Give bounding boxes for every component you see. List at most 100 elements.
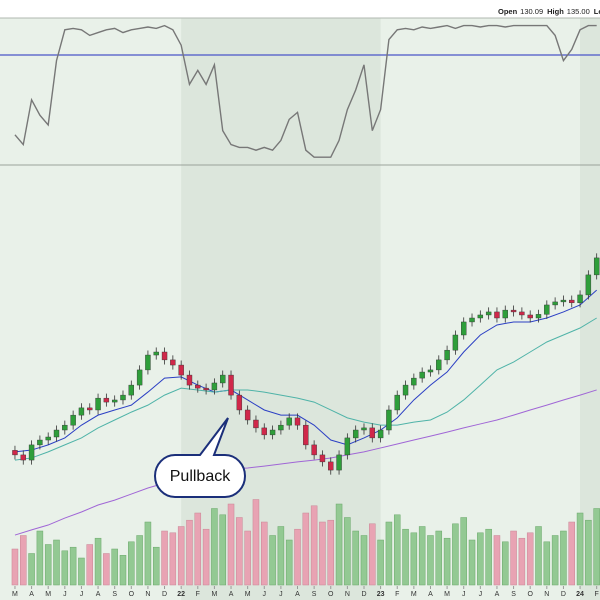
- volume-bar: [252, 499, 260, 586]
- x-tick-label: S: [511, 591, 516, 598]
- callout-text: Pullback: [170, 468, 231, 485]
- volume-bar: [510, 530, 517, 586]
- volume-bar: [227, 503, 235, 586]
- volume-bar: [335, 503, 343, 586]
- volume-bar: [128, 541, 135, 586]
- candle-body: [344, 437, 351, 456]
- candle-body: [494, 311, 500, 319]
- candle-body: [402, 384, 409, 396]
- volume-bar: [53, 539, 60, 586]
- volume-bar: [576, 512, 584, 586]
- volume-bar: [111, 548, 118, 586]
- volume-bar: [593, 508, 600, 586]
- candle-body: [319, 454, 326, 463]
- candle-body: [527, 314, 533, 319]
- candle-body: [211, 382, 218, 391]
- volume-bar: [327, 519, 334, 586]
- volume-bar: [177, 526, 185, 586]
- candle-body: [544, 304, 550, 315]
- year-band: [181, 18, 381, 600]
- candle-body: [120, 394, 126, 401]
- candle-body: [286, 417, 292, 426]
- candle-body: [560, 299, 567, 303]
- candle-body: [444, 349, 450, 361]
- candle-body: [70, 414, 76, 426]
- candle-body: [519, 311, 525, 316]
- moving-average: [14, 317, 597, 461]
- volume-bar: [86, 544, 94, 586]
- candle-body: [361, 427, 367, 431]
- candle-body: [552, 301, 558, 306]
- volume-bar: [11, 548, 19, 586]
- candle-body: [186, 374, 193, 386]
- candle-body: [153, 351, 159, 356]
- x-tick-label: N: [345, 591, 350, 598]
- quote-label: High: [547, 7, 564, 16]
- x-tick-label: D: [361, 591, 366, 598]
- volume-bar: [103, 553, 110, 586]
- volume-bar: [78, 557, 85, 586]
- volume-bar: [585, 519, 592, 586]
- volume-bar: [360, 535, 368, 586]
- candle-body: [510, 309, 517, 313]
- volume-bar: [485, 528, 492, 586]
- x-tick-label: J: [479, 591, 483, 598]
- x-tick-label: J: [63, 591, 67, 598]
- candle-body: [228, 374, 234, 396]
- x-tick-label: 22: [177, 591, 185, 598]
- x-tick-label: J: [279, 591, 283, 598]
- volume-bar: [202, 528, 210, 586]
- volume-bar: [468, 539, 476, 586]
- candle-body: [469, 317, 475, 323]
- candle-body: [87, 407, 93, 411]
- candle-body: [577, 294, 583, 304]
- quote-label: Open: [498, 7, 518, 16]
- candle-body: [62, 424, 68, 431]
- x-tick-label: A: [428, 591, 433, 598]
- quote-value: 130.09: [520, 7, 543, 16]
- volume-bar: [285, 539, 293, 586]
- volume-bar: [20, 535, 27, 586]
- volume-bar: [385, 521, 393, 586]
- candle-body: [436, 359, 442, 371]
- volume-bar: [568, 521, 575, 586]
- volume-bar: [435, 530, 443, 586]
- volume-bar: [310, 505, 318, 586]
- x-tick-label: M: [245, 591, 251, 598]
- x-tick-label: A: [495, 591, 500, 598]
- volume-bar: [502, 541, 509, 586]
- candle-body: [78, 407, 85, 416]
- volume-bar: [369, 523, 376, 586]
- x-tick-label: N: [145, 591, 150, 598]
- x-tick-label: A: [29, 591, 34, 598]
- volume-bar: [277, 526, 285, 586]
- volume-bar: [236, 517, 243, 586]
- volume-bar: [36, 530, 44, 586]
- candle-body: [377, 429, 384, 439]
- volume-bar: [418, 526, 426, 586]
- volume-bar: [427, 535, 434, 586]
- x-tick-label: N: [544, 591, 549, 598]
- volume-bar: [169, 532, 177, 586]
- volume-bar: [393, 514, 401, 586]
- x-tick-label: 24: [576, 591, 584, 598]
- volume-bar: [526, 532, 534, 586]
- volume-bar: [194, 512, 202, 586]
- candle-body: [53, 429, 60, 438]
- x-tick-label: A: [295, 591, 300, 598]
- candle-body: [294, 417, 301, 426]
- volume-bar: [28, 553, 35, 586]
- volume-bar: [352, 530, 359, 586]
- volume-bar: [136, 535, 143, 586]
- candle-body: [593, 257, 600, 276]
- candle-body: [244, 409, 251, 421]
- candle-body: [369, 427, 375, 439]
- volume-bar: [211, 508, 218, 586]
- candle-body: [502, 309, 508, 319]
- candle-body: [569, 299, 575, 304]
- volume-bar: [551, 535, 559, 586]
- x-tick-label: M: [411, 591, 417, 598]
- candle-body: [352, 429, 359, 439]
- volume-bar: [460, 517, 467, 586]
